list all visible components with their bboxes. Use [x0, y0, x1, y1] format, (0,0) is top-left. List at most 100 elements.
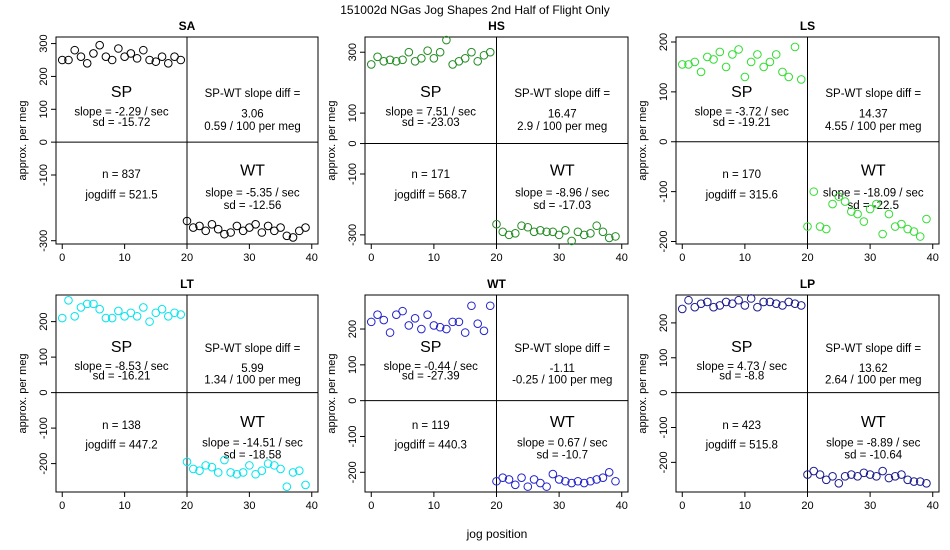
- sp-point: [64, 55, 73, 65]
- sp-point: [373, 310, 382, 320]
- wt-label: WT: [861, 414, 886, 431]
- y-tick-label: -300: [347, 224, 359, 246]
- wt-point: [853, 209, 862, 219]
- sp-point: [145, 55, 154, 65]
- slope-diff-value: 13.62: [859, 363, 888, 375]
- wt-point: [561, 476, 570, 486]
- wt-point: [915, 477, 925, 486]
- sp-label: SP: [731, 84, 752, 101]
- y-axis-label: approx. per meg: [326, 353, 338, 433]
- wt-sd: sd = -10.64: [844, 450, 902, 462]
- x-axis-label: jog position: [466, 527, 528, 541]
- wt-point: [598, 227, 608, 237]
- x-tick-label: 0: [59, 500, 65, 512]
- sp-point: [740, 301, 750, 310]
- wt-point: [504, 475, 514, 484]
- sp-point: [366, 317, 376, 327]
- slope-diff-title: SP-WT slope diff =: [205, 88, 301, 100]
- panel-title: LP: [800, 277, 815, 291]
- sp-point: [114, 306, 123, 316]
- sp-point: [70, 45, 80, 55]
- sp-point: [398, 306, 407, 316]
- wt-point: [523, 482, 533, 491]
- sp-sd: sd = -16.21: [93, 371, 151, 383]
- wt-point: [561, 226, 570, 235]
- x-tick-label: 10: [428, 252, 440, 264]
- y-tick-label: 100: [347, 104, 359, 122]
- wt-point: [878, 466, 887, 476]
- y-tick-label: -200: [658, 451, 670, 473]
- wt-point: [263, 221, 273, 231]
- jogdiff-value: jogdiff = 521.5: [84, 189, 157, 201]
- x-tick-label: 20: [181, 500, 193, 512]
- wt-point: [872, 472, 881, 481]
- sp-point: [734, 45, 743, 54]
- sp-point: [157, 304, 167, 314]
- wt-slope: slope = 0.67 / sec: [517, 438, 608, 450]
- wt-label: WT: [240, 414, 265, 431]
- sp-point: [746, 294, 756, 303]
- wt-label: WT: [240, 163, 265, 180]
- sp-point: [454, 317, 464, 327]
- wt-point: [195, 221, 204, 231]
- sp-point: [753, 50, 762, 59]
- wt-point: [270, 461, 279, 470]
- sp-point: [784, 297, 794, 307]
- x-tick-label: 40: [927, 252, 939, 264]
- wt-point: [517, 221, 526, 231]
- wt-point: [909, 477, 919, 486]
- wt-point: [510, 480, 520, 490]
- n-count: n = 119: [412, 420, 450, 432]
- slope-diff-per-meg: 2.9 / 100 per meg: [517, 121, 607, 133]
- sp-point: [778, 67, 787, 77]
- wt-point: [815, 470, 825, 479]
- wt-point: [922, 214, 931, 224]
- sp-point: [76, 52, 86, 62]
- wt-point: [517, 473, 526, 482]
- sp-point: [435, 322, 445, 332]
- y-axis-label: approx. per meg: [17, 353, 29, 433]
- wt-point: [536, 226, 545, 235]
- wt-point: [207, 219, 217, 229]
- wt-point: [498, 473, 508, 482]
- panel-title: HS: [488, 19, 505, 33]
- sp-point: [132, 54, 142, 63]
- sp-point: [429, 321, 439, 330]
- wt-sd: sd = -17.03: [533, 200, 591, 212]
- x-tick-label: 0: [679, 500, 685, 512]
- wt-point: [536, 478, 545, 488]
- sp-slope: slope = -0.44 / sec: [384, 361, 479, 373]
- x-tick-label: 10: [118, 500, 130, 512]
- sp-point: [429, 54, 439, 63]
- y-tick-label: 200: [38, 67, 50, 85]
- wt-point: [251, 469, 260, 479]
- sp-point: [170, 308, 179, 318]
- wt-slope: slope = -8.89 / sec: [826, 438, 921, 450]
- panel-lp: LP 0 10 20 30 40 -200 -100 0 100 200 approx. per me…: [637, 277, 940, 512]
- wt-sd: sd = -18.58: [224, 450, 282, 462]
- x-tick-label: 10: [428, 500, 440, 512]
- wt-point: [232, 469, 242, 479]
- wt-point: [872, 199, 881, 209]
- sp-point: [126, 49, 136, 58]
- x-tick-label: 10: [739, 252, 751, 264]
- wt-point: [182, 457, 192, 467]
- wt-point: [604, 468, 614, 477]
- wt-point: [201, 461, 211, 470]
- sp-point: [765, 297, 775, 307]
- sp-point: [70, 311, 80, 321]
- wt-point: [828, 199, 837, 209]
- sp-point: [460, 328, 470, 337]
- y-tick-label: -100: [347, 163, 359, 185]
- sp-point: [765, 57, 775, 67]
- slope-diff-value: -1.11: [550, 363, 575, 375]
- wt-point: [226, 468, 235, 477]
- slope-diff-title: SP-WT slope diff =: [825, 88, 921, 100]
- sp-point: [404, 47, 414, 57]
- wt-point: [884, 473, 894, 483]
- wt-point: [567, 478, 576, 488]
- x-tick-label: 30: [243, 252, 255, 264]
- sp-point: [709, 302, 718, 312]
- sp-point: [796, 301, 806, 310]
- sp-slope: slope = -3.72 / sec: [695, 107, 790, 119]
